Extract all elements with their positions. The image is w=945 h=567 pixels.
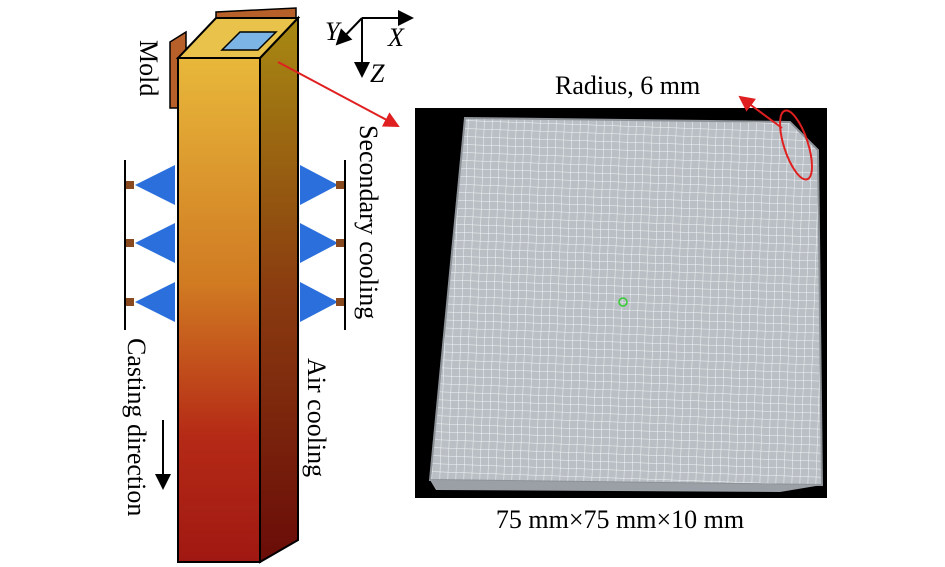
radius-arrow (738, 95, 783, 129)
mesh-edge (430, 480, 822, 492)
strand (175, 15, 301, 564)
radius-label: Radius, 6 mm (555, 71, 700, 100)
zoom-arrow (277, 61, 400, 127)
dimensions-label: 75 mm×75 mm×10 mm (496, 505, 744, 534)
secondary-cooling-label: Secondary cooling (354, 125, 383, 319)
y-axis-label: Y (325, 17, 342, 46)
mesh (428, 116, 824, 487)
axes-icon (335, 10, 414, 78)
radius-marker (779, 109, 813, 181)
air-cooling-label: Air cooling (302, 358, 331, 477)
mold-label: Mold (134, 40, 163, 96)
x-axis-label: X (387, 23, 405, 52)
casting-direction-label: Casting direction (122, 338, 151, 516)
z-axis-label: Z (370, 59, 385, 88)
sprays (124, 160, 346, 330)
mesh-center (618, 297, 628, 307)
